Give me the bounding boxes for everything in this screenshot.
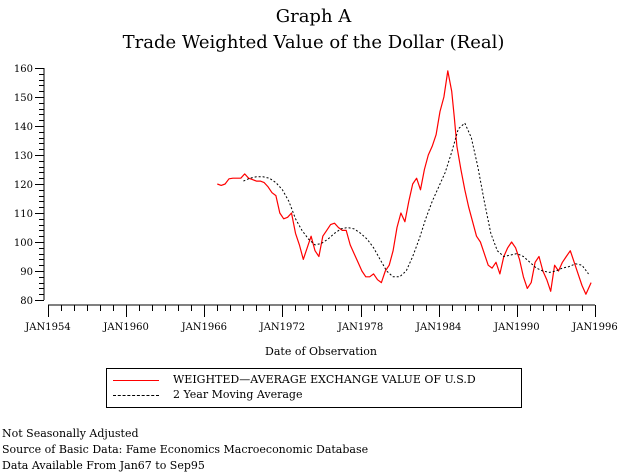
y-tick-label: 90 bbox=[20, 267, 33, 278]
legend-swatch-solid-red bbox=[113, 380, 159, 381]
x-tick-label: JAN1984 bbox=[415, 322, 461, 333]
chart-subtitle: Trade Weighted Value of the Dollar (Real… bbox=[122, 32, 505, 53]
x-tick-label: JAN1960 bbox=[102, 322, 148, 333]
legend-label: 2 Year Moving Average bbox=[173, 388, 303, 401]
footnote-source: Source of Basic Data: Fame Economics Mac… bbox=[2, 443, 369, 456]
legend-label: WEIGHTED—AVERAGE EXCHANGE VALUE OF U.S.D bbox=[173, 373, 476, 386]
series-layer bbox=[217, 70, 592, 295]
y-tick-label: 140 bbox=[14, 122, 33, 133]
y-axis: 80 90 100 110 120 130 140 150 160 bbox=[14, 64, 45, 307]
chart-title: Graph A bbox=[275, 6, 352, 27]
y-tick-label: 110 bbox=[14, 209, 33, 220]
x-tick-label: JAN1990 bbox=[493, 322, 539, 333]
y-tick-label: 130 bbox=[14, 151, 33, 162]
y-tick-label: 160 bbox=[14, 64, 33, 75]
x-tick-label: JAN1954 bbox=[24, 322, 70, 333]
x-tick-label: JAN1966 bbox=[181, 322, 227, 333]
legend-swatch-dashed-black bbox=[113, 395, 159, 396]
x-axis: JAN1954 JAN1960 JAN1966 JAN1972 JAN1978 JAN19… bbox=[24, 304, 618, 333]
footnote-seasonal: Not Seasonally Adjusted bbox=[2, 427, 139, 440]
y-tick-label: 80 bbox=[20, 296, 33, 307]
x-axis-title: Date of Observation bbox=[265, 345, 377, 358]
series-line-moving-average bbox=[243, 122, 589, 278]
series-line-usd-value bbox=[217, 70, 592, 295]
x-tick-label: JAN1978 bbox=[337, 322, 383, 333]
y-tick-label: 150 bbox=[14, 93, 33, 104]
line-chart: 80 90 100 110 120 130 140 150 160 JAN1954 JAN1960… bbox=[14, 64, 618, 358]
y-tick-label: 100 bbox=[14, 238, 33, 249]
footnote-availability: Data Available From Jan67 to Sep95 bbox=[2, 459, 205, 472]
y-tick-label: 120 bbox=[14, 180, 33, 191]
x-tick-label: JAN1972 bbox=[259, 322, 305, 333]
legend: WEIGHTED—AVERAGE EXCHANGE VALUE OF U.S.D… bbox=[106, 368, 522, 408]
x-tick-label: JAN1996 bbox=[571, 322, 617, 333]
